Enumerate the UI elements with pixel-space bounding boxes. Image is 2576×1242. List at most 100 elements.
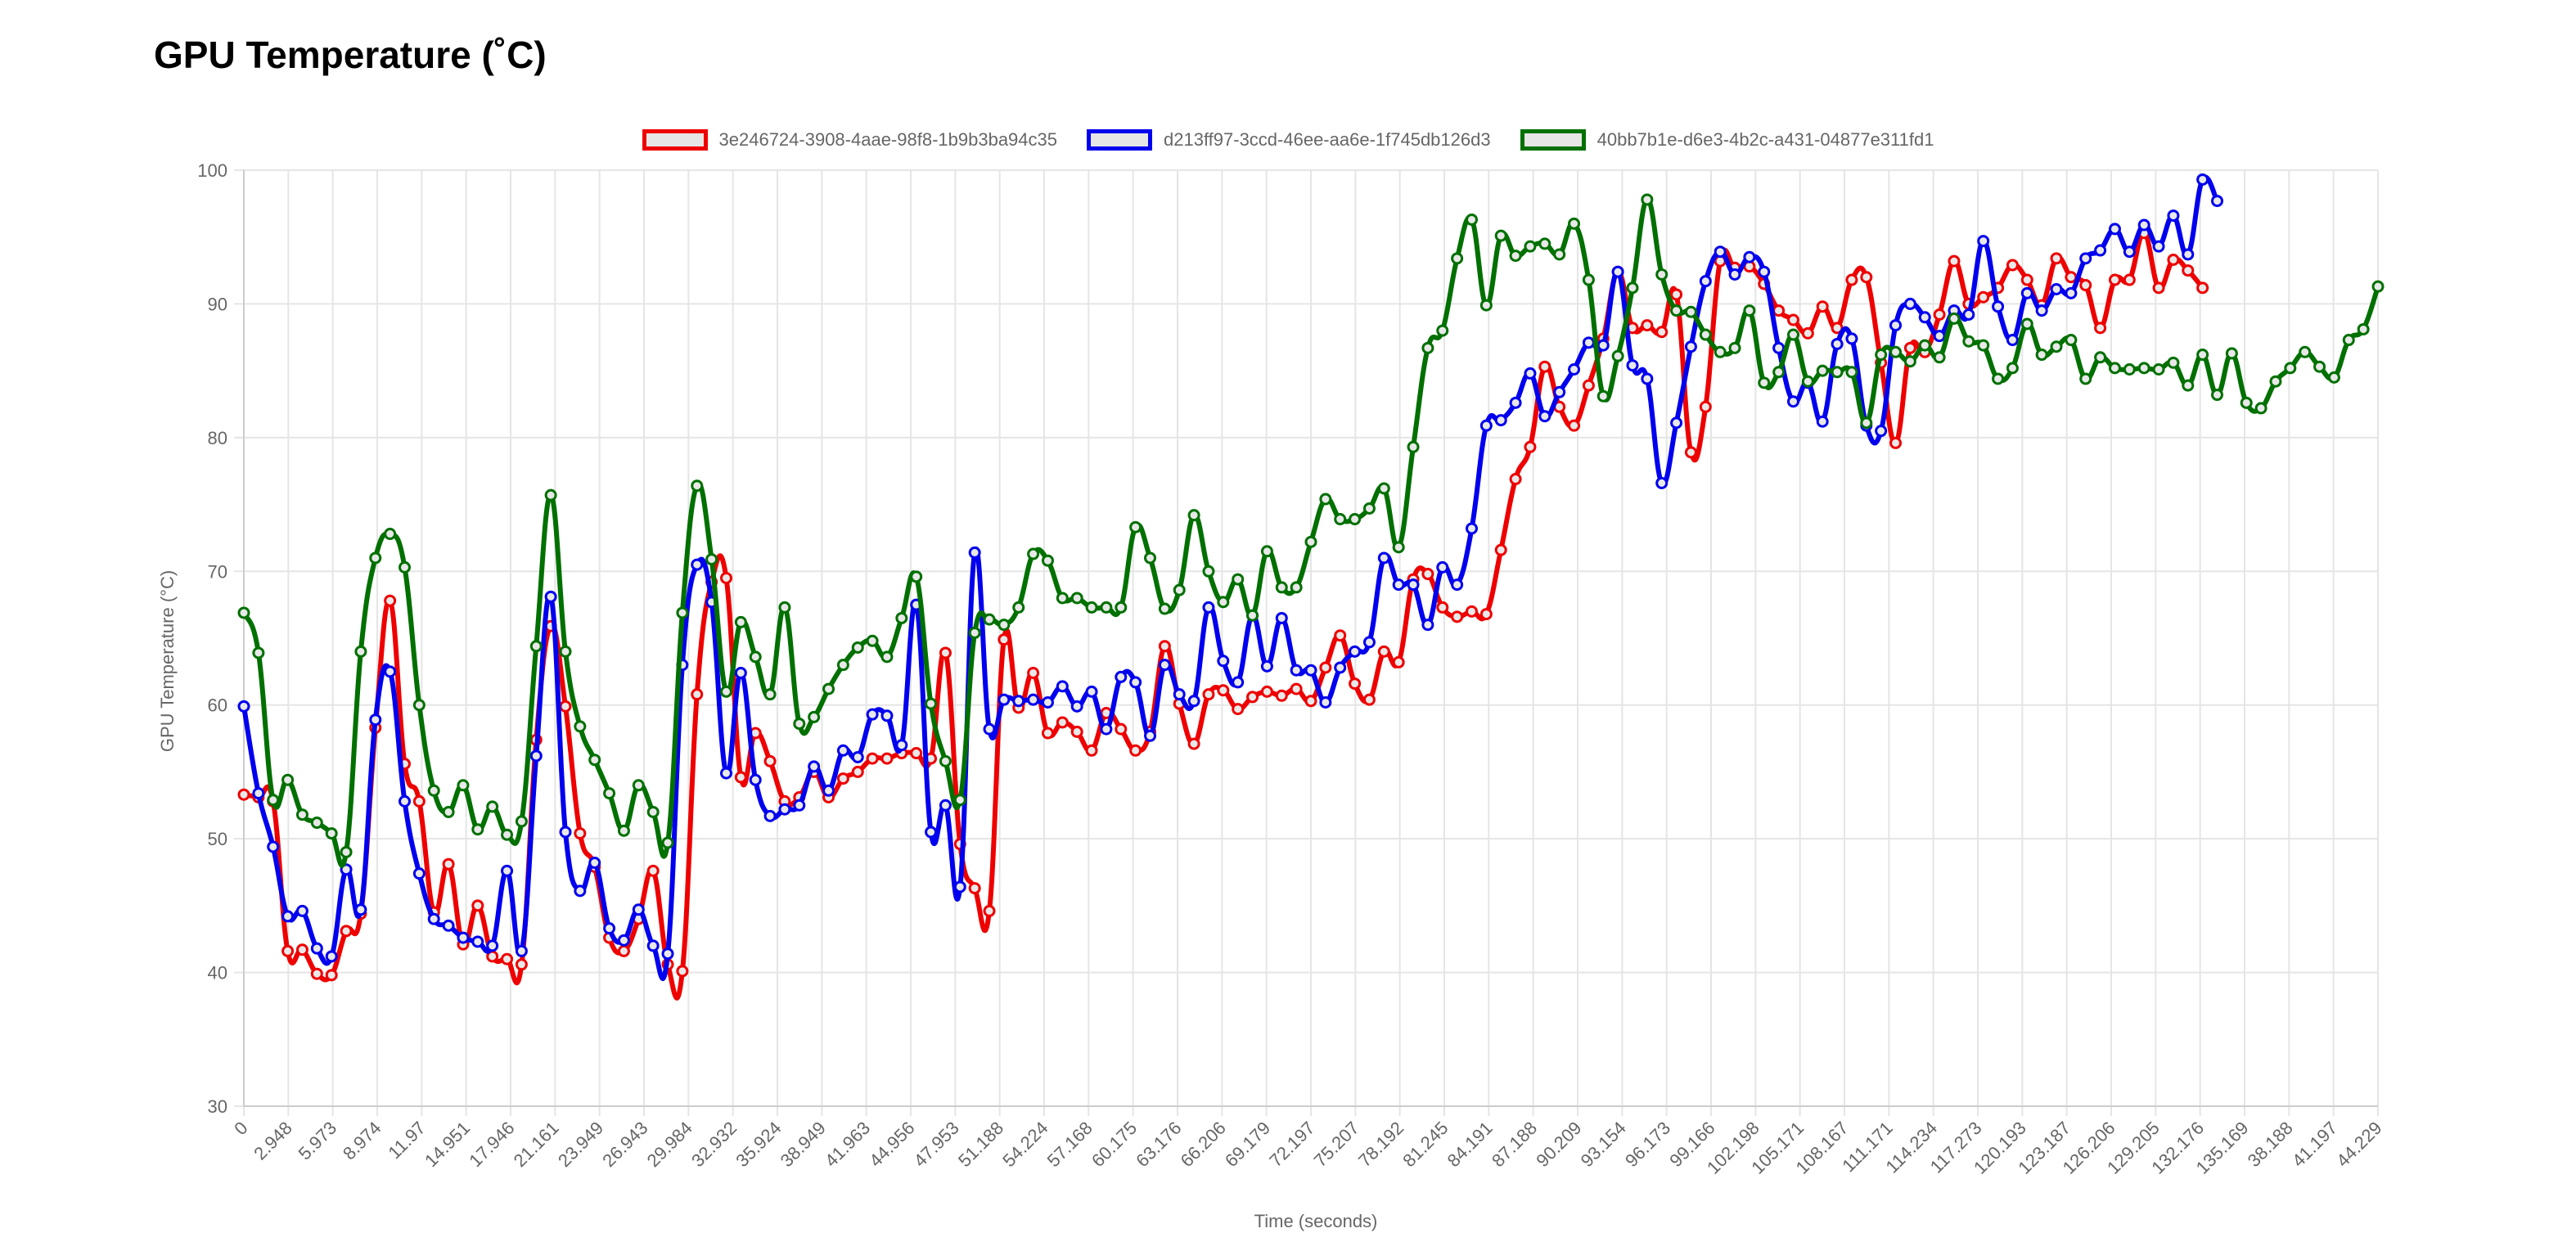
series-2-point	[1407, 578, 1420, 592]
series-3-point	[1772, 366, 1786, 379]
series-1-point	[2050, 252, 2063, 265]
series-2-point	[925, 826, 938, 839]
series-2-point	[1158, 659, 1171, 672]
series-1-point	[1349, 677, 1362, 691]
series-3-point	[1918, 339, 1931, 352]
series-2-point	[1129, 676, 1142, 689]
series-2-point	[1786, 395, 1799, 408]
series-2-point	[808, 760, 821, 773]
legend-item-series-3[interactable]: 40bb7b1e-d6e3-4b2c-a431-04877e311fd1	[1520, 129, 1934, 151]
legend-item-series-2[interactable]: d213ff97-3ccd-46ee-aa6e-1f745db126d3	[1087, 129, 1491, 151]
series-1-point	[1129, 744, 1142, 757]
series-2-point	[1553, 385, 1566, 398]
series-3-point	[1889, 345, 1903, 358]
series-2-point	[1831, 337, 1844, 350]
series-2-point	[2182, 248, 2195, 261]
series-3-point	[2152, 363, 2165, 376]
series-3-point	[895, 611, 908, 624]
series-3-point	[1641, 193, 1654, 206]
series-1-point	[1684, 446, 1697, 459]
series-3-point	[1246, 609, 1259, 622]
series-3-point	[340, 845, 353, 858]
series-2-point	[1392, 578, 1405, 592]
series-1-point	[1377, 645, 1390, 658]
series-3-point	[515, 815, 528, 828]
series-2-point	[646, 939, 660, 952]
series-3-point	[237, 606, 250, 619]
y-axis-title: GPU Temperature (°C)	[157, 570, 178, 752]
series-3-point	[2342, 334, 2355, 347]
series-3-point	[295, 808, 308, 821]
series-2-point	[442, 919, 455, 932]
series-3-point	[1568, 217, 1581, 230]
series-2-point	[2094, 244, 2107, 257]
series-1-point	[866, 752, 879, 765]
series-1-point	[1655, 326, 1669, 339]
series-2-point	[2167, 209, 2180, 223]
series-3-point	[1349, 513, 1362, 526]
series-1-point	[1260, 685, 1273, 698]
series-3-point	[1977, 339, 1990, 352]
x-tick-label: 96.173	[1621, 1118, 1674, 1171]
series-1-point	[1451, 610, 1464, 623]
series-3-point	[1319, 493, 1332, 506]
series-2-point	[2211, 195, 2224, 208]
series-2-point	[1933, 330, 1946, 343]
series-3-point	[398, 560, 411, 574]
series-2-point	[836, 744, 849, 757]
series-3-point	[2035, 349, 2048, 362]
series-3-point	[749, 650, 762, 664]
series-2-point	[398, 794, 411, 808]
series-3-point	[1275, 581, 1288, 594]
series-1-point	[1465, 605, 1478, 618]
series-2-point	[953, 880, 966, 893]
x-tick-label: 5.973	[295, 1118, 341, 1164]
series-3-point	[1479, 299, 1493, 312]
series-2-point	[2065, 286, 2078, 299]
series-3-point	[325, 827, 338, 840]
series-1-point	[910, 747, 923, 760]
series-2-point	[559, 826, 572, 839]
series-1-point	[1860, 271, 1873, 284]
series-2-point	[1684, 340, 1697, 353]
series-2-point	[281, 910, 295, 923]
series-3-point	[968, 626, 981, 639]
series-3-point	[384, 528, 397, 541]
series-3-point	[471, 823, 484, 836]
series-2-point	[1362, 636, 1376, 649]
legend-label-series-1: 3e246724-3908-4aae-98f8-1b9b3ba94c35	[718, 129, 1057, 150]
series-3-point	[1684, 305, 1697, 318]
series-3-point	[1041, 554, 1054, 567]
series-1-point	[1158, 640, 1171, 653]
legend-item-series-1[interactable]: 3e246724-3908-4aae-98f8-1b9b3ba94c35	[642, 129, 1057, 151]
series-2-point	[2137, 218, 2150, 232]
series-3-point	[529, 640, 543, 653]
series-1-point	[310, 967, 323, 980]
series-3-point	[836, 659, 849, 672]
series-1-point	[691, 688, 704, 701]
series-1-point	[442, 857, 455, 871]
series-1-point	[1845, 273, 1858, 286]
series-2-point	[1041, 695, 1054, 709]
series-2-point	[2196, 173, 2209, 186]
series-3-point	[1173, 583, 1186, 596]
series-3-point	[588, 754, 601, 767]
series-1-point	[2196, 281, 2209, 295]
series-3-point	[793, 718, 806, 731]
series-2-point	[1626, 359, 1639, 372]
series-2-point	[1772, 341, 1786, 354]
x-tick-label: 23.949	[554, 1118, 607, 1171]
series-3-point	[1933, 351, 1946, 364]
series-2-point	[691, 558, 704, 571]
y-tick-label: 100	[197, 160, 227, 181]
series-1-point	[559, 700, 572, 713]
series-2-point	[1655, 476, 1669, 489]
series-1-point	[2167, 253, 2180, 266]
series-1-point	[515, 958, 528, 971]
series-1-point	[1538, 360, 1551, 373]
series-2-point	[1903, 297, 1916, 310]
series-3-point	[2108, 362, 2121, 375]
x-tick-label: 38.949	[777, 1118, 830, 1171]
series-2-point	[1027, 693, 1040, 706]
x-tick-label: 47.953	[910, 1118, 963, 1171]
